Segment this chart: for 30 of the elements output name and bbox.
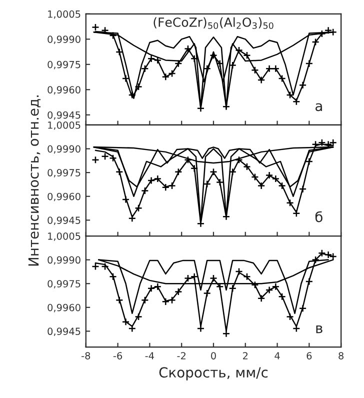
- annotation: б: [315, 211, 322, 222]
- x-axis-title: Скорость, мм/с: [159, 367, 268, 380]
- y-tick-label: 0,9960: [48, 304, 80, 312]
- y-tick-label: 0,9945: [48, 111, 80, 120]
- annotation: в: [316, 325, 322, 334]
- y-tick-label: 0,9945: [48, 216, 80, 225]
- x-tick-label: -4: [145, 352, 154, 360]
- y-tick-label: 0,9945: [48, 328, 80, 336]
- chart-title: (FeCoZr)$_{50}$(Al$_{2}$O$_{3}$)$_{50}$: [154, 17, 274, 29]
- x-tick-label: 8: [338, 352, 344, 360]
- x-tick-label: -6: [113, 352, 122, 360]
- x-tick-label: 4: [274, 352, 280, 360]
- y-tick-label: 0,9990: [48, 36, 80, 44]
- x-tick-label: 2: [243, 352, 248, 360]
- y-tick-label: 1,0005: [48, 10, 80, 19]
- y-tick-label: 0,9975: [48, 60, 80, 70]
- y-tick-label: 0,9975: [48, 280, 80, 288]
- y-tick-label: 1,0005: [48, 121, 80, 130]
- x-tick-label: -2: [177, 352, 186, 360]
- y-tick-label: 0,9975: [48, 169, 80, 178]
- x-tick-label: -8: [82, 352, 90, 360]
- annotation: а: [316, 103, 322, 112]
- x-tick-label: 0: [211, 352, 216, 360]
- y-tick-label: 1,0005: [48, 232, 80, 241]
- y-tick-label: 0,9990: [48, 145, 80, 154]
- x-tick-label: 6: [306, 352, 312, 360]
- y-tick-label: 0,9990: [48, 256, 80, 265]
- y-tick-label: 0,9960: [48, 86, 80, 94]
- y-tick-label: 0,9960: [48, 192, 80, 202]
- y-axis-title: Интенсивность, отн.ед.: [28, 95, 40, 266]
